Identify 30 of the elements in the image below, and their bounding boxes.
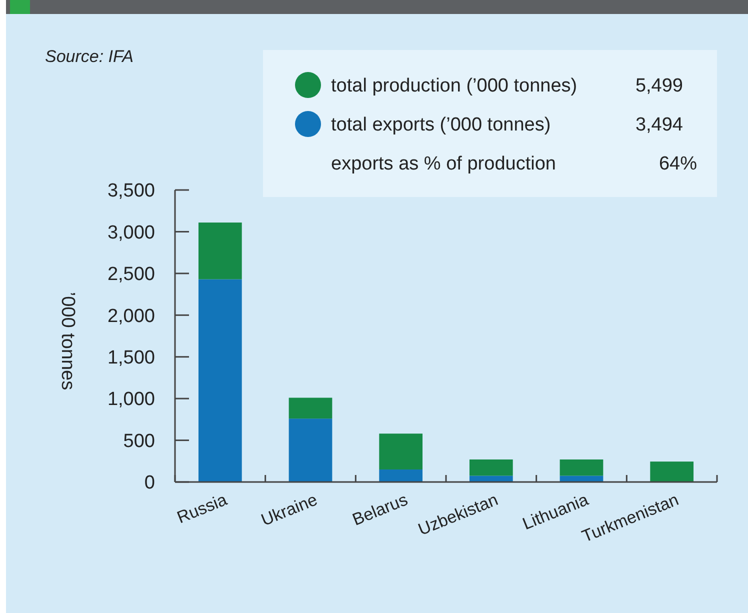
bar	[560, 476, 604, 482]
legend-label: total production (’000 tonnes)	[331, 76, 578, 97]
bar	[379, 434, 423, 470]
y-tick-label: 3,000	[107, 222, 155, 244]
text: 5,499	[635, 76, 683, 97]
y-tick-label: 2,500	[107, 264, 155, 286]
y-tick-label: 0	[144, 472, 155, 494]
y-tick-label: 1,000	[107, 389, 155, 410]
legend-label: total exports (’000 tonnes)	[331, 114, 551, 136]
source-note: Source: IFA	[45, 47, 134, 66]
y-tick-label: 1,500	[107, 348, 155, 369]
x-tick-label: Ukraine	[258, 490, 320, 530]
y-axis-title: ’000 tonnes	[57, 292, 78, 390]
y-tick-label: 500	[123, 430, 155, 452]
y-tick-label: 2,000	[107, 306, 155, 327]
text: exports as % of production	[331, 154, 556, 175]
bar	[288, 398, 332, 419]
text: 64%	[658, 154, 698, 175]
bar	[288, 418, 332, 482]
x-tick-label: Russia	[174, 490, 230, 528]
bar	[469, 459, 513, 476]
bar	[379, 469, 423, 482]
bar	[198, 279, 242, 482]
bar	[469, 476, 513, 482]
bar	[650, 462, 694, 482]
bar	[198, 222, 242, 280]
x-tick-label: Belarus	[350, 490, 410, 530]
bar	[560, 459, 604, 476]
text: 3,494	[635, 114, 684, 136]
y-tick-label: 3,500	[107, 180, 155, 202]
